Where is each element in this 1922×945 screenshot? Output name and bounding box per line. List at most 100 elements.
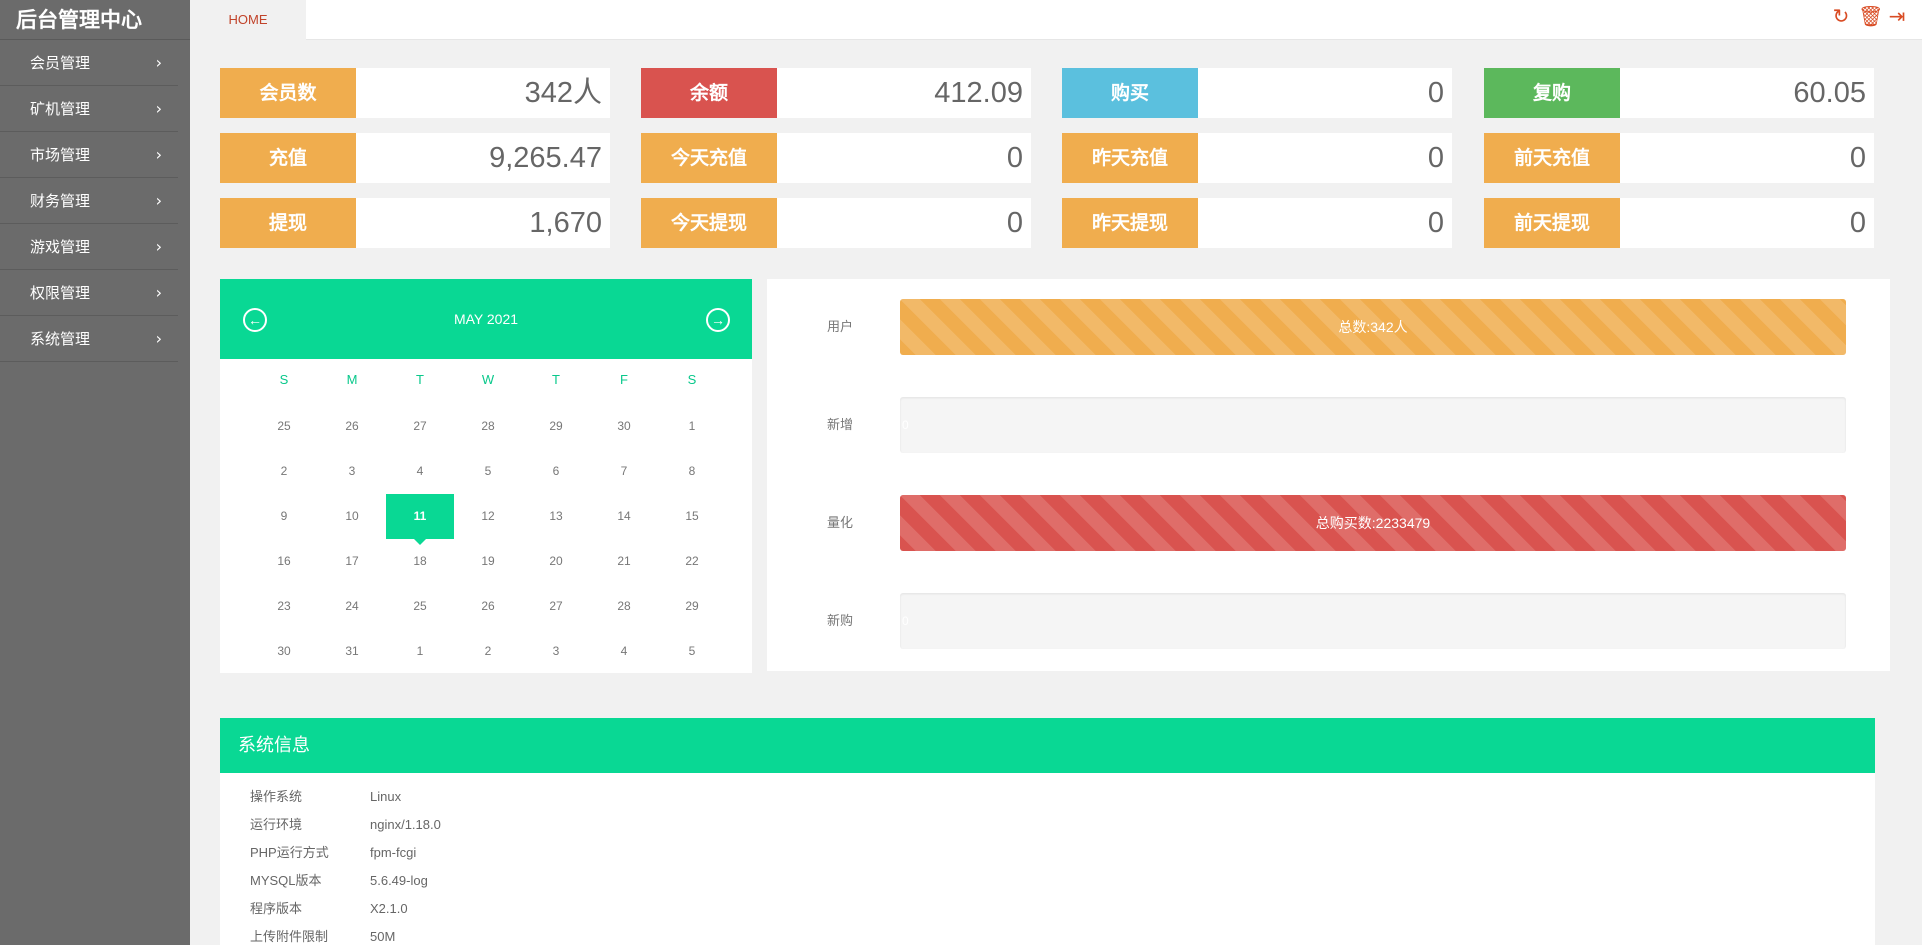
calendar-day[interactable]: 19 bbox=[481, 554, 495, 568]
calendar-day[interactable]: 26 bbox=[481, 599, 495, 613]
calendar-day[interactable]: 16 bbox=[277, 554, 291, 568]
stat-value: 60.05 bbox=[1793, 77, 1866, 109]
app-brand: 后台管理中心 bbox=[0, 0, 190, 40]
system-info-value: 50M bbox=[370, 929, 396, 944]
calendar-day[interactable]: 24 bbox=[345, 599, 359, 613]
refresh-icon[interactable]: ↻ bbox=[1832, 6, 1850, 28]
arrow-right-icon[interactable]: → bbox=[706, 308, 730, 332]
progress-value: 0 bbox=[902, 614, 909, 628]
calendar-day[interactable]: 27 bbox=[549, 599, 563, 613]
stat-label: 前天提现 bbox=[1484, 198, 1620, 248]
calendar-day[interactable]: 5 bbox=[484, 464, 492, 478]
calendar-week: 23 24 25 26 27 28 29 bbox=[220, 584, 752, 629]
system-info-key: MYSQL版本 bbox=[250, 873, 322, 888]
calendar-day[interactable]: 17 bbox=[345, 554, 359, 568]
sidebar-item-miner[interactable]: 矿机管理 › bbox=[0, 86, 178, 132]
calendar-day[interactable]: 1 bbox=[416, 644, 424, 658]
sidebar-item-finance[interactable]: 财务管理 › bbox=[0, 178, 178, 224]
stat-value: 0 bbox=[1006, 142, 1023, 174]
progress-label: 新增 bbox=[827, 417, 854, 432]
weekday-label: M bbox=[346, 372, 358, 387]
stat-label: 购买 bbox=[1062, 68, 1198, 118]
calendar-day[interactable]: 28 bbox=[481, 419, 495, 433]
stat-label: 会员数 bbox=[220, 68, 356, 118]
calendar-day[interactable]: 26 bbox=[345, 419, 359, 433]
trash-icon[interactable]: 🗑︎ bbox=[1858, 6, 1884, 28]
calendar-day[interactable]: 3 bbox=[348, 464, 356, 478]
stat-label: 复购 bbox=[1484, 68, 1620, 118]
calendar-day[interactable]: 5 bbox=[688, 644, 696, 658]
calendar-day[interactable]: 2 bbox=[280, 464, 288, 478]
calendar-day[interactable]: 12 bbox=[481, 509, 495, 523]
sidebar-item-label: 游戏管理 bbox=[30, 238, 91, 256]
stat-card: 今天充值 0 bbox=[641, 133, 1031, 183]
system-info-value: 5.6.49-log bbox=[370, 873, 428, 888]
calendar-day[interactable]: 2 bbox=[484, 644, 492, 658]
calendar-day[interactable]: 30 bbox=[277, 644, 291, 658]
calendar-day[interactable]: 29 bbox=[549, 419, 563, 433]
progress-row: 新购 0 bbox=[767, 593, 1890, 649]
chevron-right-icon: › bbox=[155, 237, 162, 256]
system-info-row: 程序版本 X2.1.0 bbox=[250, 895, 1875, 923]
stat-card: 昨天充值 0 bbox=[1062, 133, 1452, 183]
calendar-day[interactable]: 28 bbox=[617, 599, 631, 613]
calendar-day[interactable]: 25 bbox=[413, 599, 427, 613]
stat-label: 充值 bbox=[220, 133, 356, 183]
calendar-day[interactable]: 29 bbox=[685, 599, 699, 613]
sidebar-item-label: 权限管理 bbox=[30, 284, 91, 302]
calendar-day[interactable]: 27 bbox=[413, 419, 427, 433]
calendar-day[interactable]: 22 bbox=[685, 554, 699, 568]
sidebar-item-permission[interactable]: 权限管理 › bbox=[0, 270, 178, 316]
system-info-row: MYSQL版本 5.6.49-log bbox=[250, 867, 1875, 895]
calendar-day[interactable]: 13 bbox=[549, 509, 563, 523]
sidebar: 后台管理中心 会员管理 › 矿机管理 › 市场管理 › 财务管理 › 游戏管理 › 权限管… bbox=[0, 0, 190, 945]
calendar-day[interactable]: 11 bbox=[386, 494, 454, 545]
sidebar-item-market[interactable]: 市场管理 › bbox=[0, 132, 178, 178]
chevron-right-icon: › bbox=[155, 191, 162, 210]
calendar-day[interactable]: 8 bbox=[688, 464, 696, 478]
sidebar-item-label: 市场管理 bbox=[30, 146, 91, 164]
calendar-day[interactable]: 18 bbox=[413, 554, 427, 568]
sidebar-item-member[interactable]: 会员管理 › bbox=[0, 40, 178, 86]
tab-home[interactable]: HOME bbox=[190, 0, 306, 40]
sidebar-nav: 会员管理 › 矿机管理 › 市场管理 › 财务管理 › 游戏管理 › 权限管理 › 系统管理… bbox=[0, 40, 190, 362]
calendar-day[interactable]: 7 bbox=[620, 464, 628, 478]
weekday-label: W bbox=[481, 372, 495, 387]
calendar-day[interactable]: 10 bbox=[345, 509, 359, 523]
calendar-day[interactable]: 6 bbox=[552, 464, 560, 478]
sidebar-item-system[interactable]: 系统管理 › bbox=[0, 316, 178, 362]
weekday-label: S bbox=[279, 372, 289, 387]
calendar-day[interactable]: 21 bbox=[617, 554, 631, 568]
calendar-day[interactable]: 25 bbox=[277, 419, 291, 433]
arrow-left-icon[interactable]: ← bbox=[243, 308, 267, 332]
calendar-day[interactable]: 14 bbox=[617, 509, 631, 523]
stat-value: 0 bbox=[1427, 142, 1444, 174]
calendar-day[interactable]: 23 bbox=[277, 599, 291, 613]
calendar-day[interactable]: 15 bbox=[685, 509, 699, 523]
sidebar-item-game[interactable]: 游戏管理 › bbox=[0, 224, 178, 270]
calendar-day[interactable]: 4 bbox=[416, 464, 424, 478]
calendar-header: MAY 2021 ← → bbox=[220, 279, 752, 359]
stat-label: 前天充值 bbox=[1484, 133, 1620, 183]
system-info-row: PHP运行方式 fpm-fcgi bbox=[250, 839, 1875, 867]
calendar-day[interactable]: 20 bbox=[549, 554, 563, 568]
stat-card: 购买 0 bbox=[1062, 68, 1452, 118]
system-info-key: 操作系统 bbox=[250, 789, 303, 804]
calendar-day[interactable]: 9 bbox=[280, 509, 288, 523]
calendar-day[interactable]: 31 bbox=[345, 644, 359, 658]
logout-icon[interactable]: ⇥ bbox=[1888, 6, 1906, 28]
system-info-value: X2.1.0 bbox=[370, 901, 408, 916]
weekday-label: T bbox=[416, 372, 424, 387]
stat-value: 0 bbox=[1849, 207, 1866, 239]
system-info-row: 上传附件限制 50M bbox=[250, 923, 1875, 945]
calendar-day[interactable]: 4 bbox=[620, 644, 628, 658]
stat-label: 昨天提现 bbox=[1062, 198, 1198, 248]
calendar-day[interactable]: 1 bbox=[688, 419, 696, 433]
progress-value: 0 bbox=[902, 418, 909, 432]
calendar-day[interactable]: 3 bbox=[552, 644, 560, 658]
progress-fill: 总购买数:2233479 bbox=[900, 495, 1846, 551]
chevron-right-icon: › bbox=[155, 283, 162, 302]
progress-bar: 0 bbox=[900, 593, 1846, 649]
calendar-day[interactable]: 30 bbox=[617, 419, 631, 433]
calendar-week: 16 17 18 19 20 21 22 bbox=[220, 539, 752, 584]
